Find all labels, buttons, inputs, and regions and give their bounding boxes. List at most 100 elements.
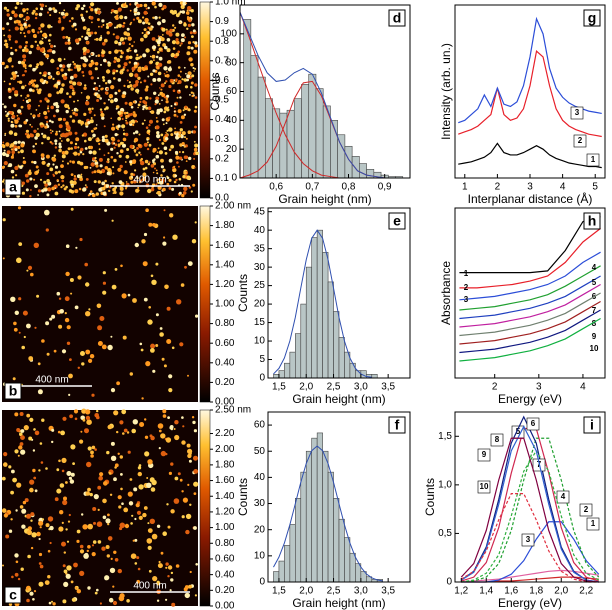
grain (22, 10, 25, 13)
grain (37, 189, 42, 193)
grain (129, 9, 132, 12)
grain (46, 120, 49, 124)
grain (21, 181, 26, 186)
grain (181, 142, 185, 146)
grain (193, 109, 197, 113)
series-label-box (570, 106, 584, 120)
grain (156, 179, 159, 182)
grain (129, 23, 132, 26)
grain (136, 177, 139, 180)
grain (173, 165, 176, 168)
grain (192, 130, 196, 134)
colorbar-tick-label: 0.7 (215, 55, 229, 66)
colorbar-tick-label: 0.8 (215, 36, 229, 47)
grain (22, 63, 27, 68)
grain (165, 598, 168, 601)
series-label: 3 (464, 295, 469, 304)
grain (186, 51, 191, 56)
grain (100, 63, 102, 66)
grain (20, 23, 23, 27)
grain (84, 139, 87, 143)
grain (92, 507, 97, 511)
grain (192, 67, 195, 69)
grain (64, 103, 69, 108)
grain (145, 7, 148, 10)
grain (123, 507, 129, 513)
grain (8, 163, 13, 168)
grain (163, 110, 167, 114)
grain (107, 536, 113, 541)
grain (107, 424, 113, 430)
grain (160, 450, 167, 457)
grain (150, 487, 156, 492)
grain (60, 175, 65, 180)
grain (106, 450, 110, 455)
grain (64, 132, 70, 137)
grain (40, 461, 44, 464)
grain (90, 110, 93, 113)
grain (175, 80, 177, 83)
grain (149, 72, 154, 77)
grain (77, 275, 82, 280)
grain (136, 510, 142, 515)
grain (133, 12, 137, 16)
grain (73, 175, 76, 178)
grain (176, 115, 179, 118)
grain (91, 552, 96, 557)
grain (13, 103, 17, 108)
grain (89, 190, 93, 193)
grain (155, 262, 159, 266)
grain (39, 48, 45, 53)
grain (118, 595, 125, 602)
grain (29, 195, 32, 198)
grain (39, 30, 43, 33)
grain (170, 462, 174, 466)
series-label-box (526, 417, 540, 431)
grain (48, 7, 52, 11)
panel-letter-box (583, 212, 601, 230)
bar (327, 471, 334, 583)
grain (34, 430, 40, 436)
grain (33, 428, 36, 431)
grain (45, 321, 50, 326)
grain (47, 71, 51, 76)
grain (103, 38, 108, 43)
grain (56, 179, 59, 182)
x-tick-label: 3,5 (381, 586, 395, 597)
series-label: 4 (561, 492, 566, 501)
grain (96, 99, 100, 102)
grain (17, 164, 20, 167)
grain (149, 55, 152, 58)
bar (300, 303, 307, 379)
series-label: 5 (516, 427, 521, 436)
grain (24, 35, 27, 38)
y-tick-label: 0 (446, 577, 452, 588)
grain (160, 174, 163, 177)
grain (122, 3, 127, 8)
grain (35, 109, 38, 111)
grain (10, 46, 13, 50)
grain (152, 78, 157, 82)
grain (85, 49, 90, 54)
grain (30, 44, 34, 49)
grain (20, 149, 24, 154)
grain (117, 7, 122, 12)
grain (149, 518, 155, 524)
grain (89, 119, 94, 124)
grain (114, 463, 119, 468)
grain (14, 26, 19, 31)
grain (17, 577, 21, 581)
grain (63, 581, 69, 588)
grain (181, 6, 184, 9)
grain (181, 33, 185, 37)
grain (59, 510, 64, 515)
grain (188, 156, 192, 161)
grain (58, 459, 61, 463)
grain (5, 110, 7, 113)
grain (144, 176, 147, 179)
grain (134, 137, 139, 142)
series-label: 2 (578, 136, 583, 145)
grain (175, 78, 178, 82)
grain (113, 56, 118, 60)
grain (35, 170, 40, 174)
